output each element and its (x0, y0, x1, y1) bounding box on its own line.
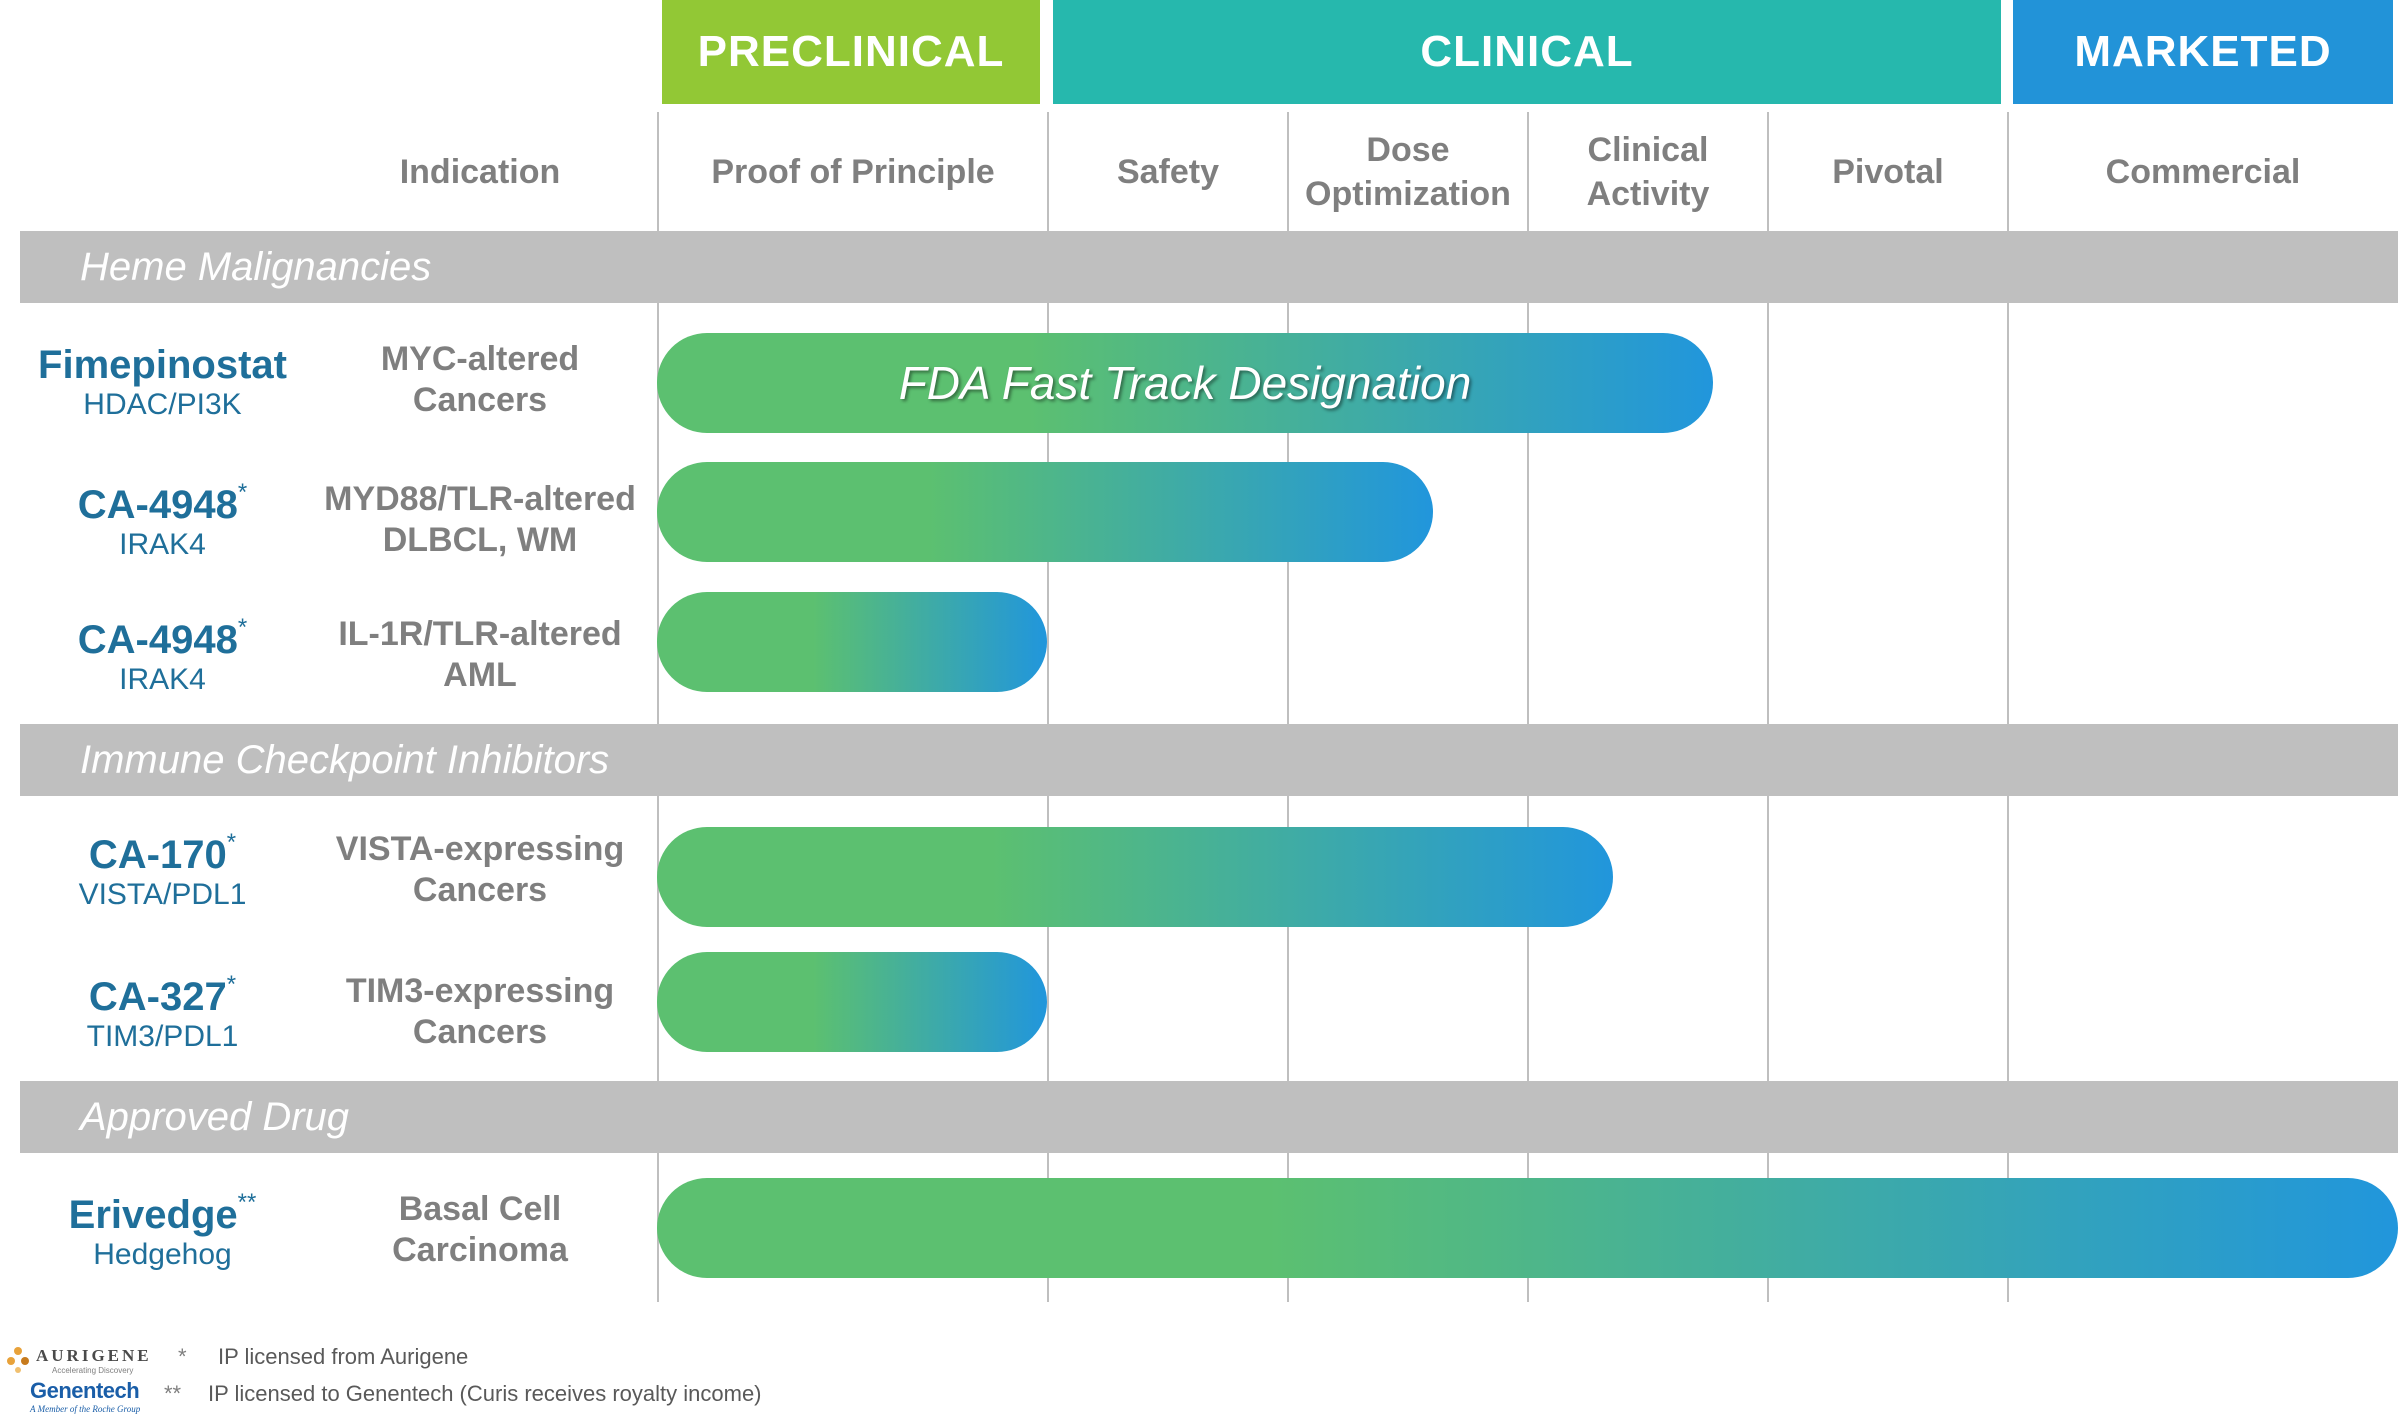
indication: MYD88/TLR-altered DLBCL, WM (324, 480, 636, 559)
footnote-text: IP licensed from Aurigene (218, 1344, 469, 1369)
aurigene-logo: AURIGENE Accelerating Discovery (4, 1346, 154, 1378)
fast-track-label: FDA Fast Track Designation (898, 357, 1472, 409)
grid-line (1767, 112, 1769, 1302)
pipeline-bar (657, 462, 1433, 562)
indication: IL-1R/TLR-altered AML (338, 615, 622, 694)
drug-target: Hedgehog (93, 1237, 232, 1271)
stage-marketed: MARKETED (2013, 0, 2393, 104)
stage-clinical-label: CLINICAL (1420, 27, 1634, 76)
pipeline-bar (657, 952, 1047, 1052)
section-approved-label: Approved Drug (80, 1094, 350, 1139)
drug-erivedge: Erivedge** Hedgehog (20, 1180, 305, 1280)
stage-preclinical: PRECLINICAL (662, 0, 1040, 104)
grid-line (1047, 112, 1049, 1302)
col-pivotal: Pivotal (1832, 153, 1944, 191)
indication: VISTA-expressing Cancers (335, 830, 625, 909)
pipeline-bar (657, 592, 1047, 692)
grid-line (1527, 112, 1529, 1302)
genentech-logo: Genentech A Member of the Roche Group (30, 1378, 160, 1418)
section-heme-label: Heme Malignancies (80, 244, 432, 289)
genentech-tagline: A Member of the Roche Group (30, 1404, 141, 1414)
drug-target: IRAK4 (119, 662, 206, 696)
footnote: ** IP licensed to Genentech (Curis receiv… (162, 1381, 762, 1407)
indication: Basal Cell Carcinoma (392, 1190, 568, 1269)
drug-name: CA-327* (88, 970, 237, 1019)
section-checkpoint: Immune Checkpoint Inhibitors (20, 724, 2398, 796)
drug-name: CA-170* (88, 828, 237, 877)
footnote-text: IP licensed to Genentech (Curis receives… (208, 1381, 762, 1406)
col-proof-of-principle: Proof of Principle (711, 153, 995, 191)
genentech-wordmark: Genentech (30, 1378, 140, 1403)
footnote-mark: * (178, 1344, 187, 1369)
pipeline-bar (657, 827, 1613, 927)
drug-ca-327: CA-327* TIM3/PDL1 (20, 962, 305, 1062)
drug-name: Fimepinostat (38, 342, 287, 387)
col-safety: Safety (1116, 153, 1220, 191)
col-clinical-activity: Clinical Activity (1586, 131, 1710, 213)
footnote-mark: ** (164, 1381, 182, 1406)
indication: TIM3-expressing Cancers (345, 972, 615, 1051)
stage-clinical: CLINICAL (1053, 0, 2001, 104)
aurigene-tagline: Accelerating Discovery (52, 1366, 134, 1375)
drug-ca-4948: CA-4948* IRAK4 (20, 605, 305, 705)
drug-target: VISTA/PDL1 (78, 877, 247, 911)
col-dose-optimization: Dose Optimization (1305, 131, 1511, 213)
grid-line (2007, 112, 2009, 1302)
drug-ca-4948: CA-4948* IRAK4 (20, 470, 305, 570)
col-commercial: Commercial (2105, 153, 2301, 191)
stage-preclinical-label: PRECLINICAL (697, 27, 1005, 76)
grid-line (657, 112, 659, 1302)
pipeline-bar (657, 1178, 2398, 1278)
grid-line (1287, 112, 1289, 1302)
pipeline-bar: FDA Fast Track Designation (657, 333, 1713, 433)
drug-name: CA-4948* (77, 478, 248, 527)
aurigene-wordmark: AURIGENE (36, 1346, 152, 1365)
stage-marketed-label: MARKETED (2074, 27, 2332, 76)
drug-ca-170: CA-170* VISTA/PDL1 (20, 820, 305, 920)
indication: MYC-altered Cancers (380, 340, 580, 419)
aurigene-dots-icon (7, 1347, 29, 1373)
drug-target: IRAK4 (119, 527, 206, 561)
section-checkpoint-label: Immune Checkpoint Inhibitors (80, 737, 610, 782)
drug-name: Erivedge** (68, 1188, 257, 1237)
footnote: * IP licensed from Aurigene (170, 1344, 468, 1370)
col-indication: Indication (399, 153, 561, 191)
section-heme: Heme Malignancies (20, 231, 2398, 303)
section-approved: Approved Drug (20, 1081, 2398, 1153)
drug-fimepinostat: Fimepinostat HDAC/PI3K (20, 330, 305, 430)
drug-name: CA-4948* (77, 613, 248, 662)
drug-target: HDAC/PI3K (83, 387, 242, 421)
drug-target: TIM3/PDL1 (86, 1019, 239, 1053)
